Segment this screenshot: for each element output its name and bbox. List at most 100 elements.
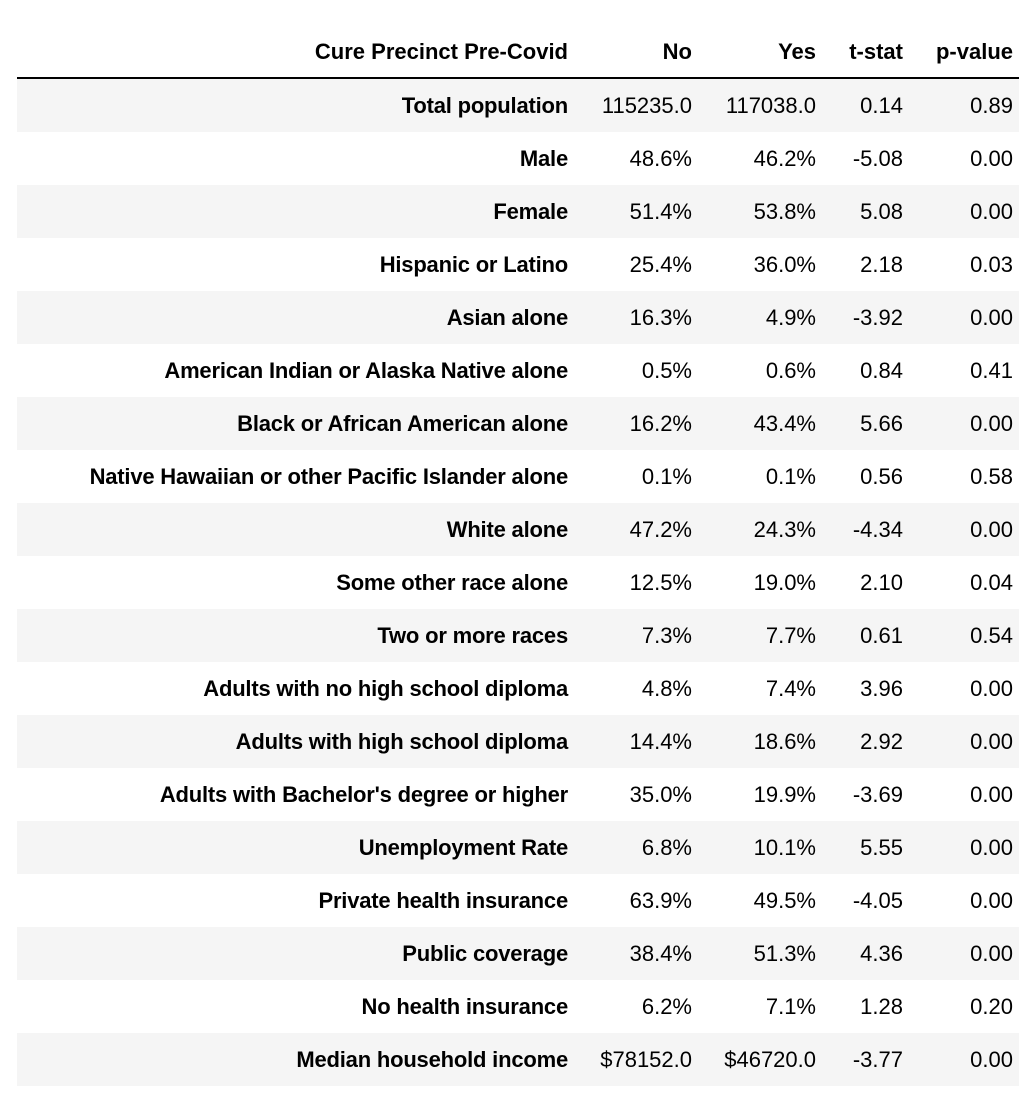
cell-yes: $46720.0 [724,1046,816,1072]
cell-yes: 0.1% [765,463,816,489]
cell-t-stat: -5.08 [852,145,903,171]
table-row: Private health insurance 63.9% 49.5% -4.05 0… [17,874,1019,927]
table-row: Adults with Bachelor's degree or higher 3… [17,768,1019,821]
row-label: Median household income [296,1046,568,1072]
cell-p-value: 0.00 [970,1046,1013,1072]
cell-t-stat: 3.96 [860,675,903,701]
cell-t-stat: -3.77 [852,1046,903,1072]
cell-t-stat: 5.08 [860,198,903,224]
row-label: Black or African American alone [237,410,568,436]
cell-t-stat: 0.56 [860,463,903,489]
cell-yes: 24.3% [753,516,816,542]
cell-p-value: 0.00 [970,940,1013,966]
cell-yes: 43.4% [753,410,816,436]
table-row: Male 48.6% 46.2% -5.08 0.00 [17,132,1019,185]
cell-yes: 36.0% [753,251,816,277]
cell-no: 16.3% [629,304,692,330]
cell-p-value: 0.89 [970,92,1013,118]
header-p-value-column: p-value [909,26,1019,79]
cell-t-stat: -3.92 [852,304,903,330]
cell-p-value: 0.00 [970,781,1013,807]
cell-no: 7.3% [641,622,692,648]
cell-t-stat: 2.18 [860,251,903,277]
cell-no: 14.4% [629,728,692,754]
row-label: Native Hawaiian or other Pacific Islande… [89,463,569,489]
stats-table: Cure Precinct Pre-Covid No Yes t-stat p-… [17,26,1019,1086]
cell-no: $78152.0 [600,1046,692,1072]
table-row: Asian alone 16.3% 4.9% -3.92 0.00 [17,291,1019,344]
table-row: Female 51.4% 53.8% 5.08 0.00 [17,185,1019,238]
header-row: Cure Precinct Pre-Covid No Yes t-stat p-… [17,26,1019,79]
cell-no: 16.2% [629,410,692,436]
cell-yes: 4.9% [765,304,816,330]
table-row: Hispanic or Latino 25.4% 36.0% 2.18 0.03 [17,238,1019,291]
cell-t-stat: -4.34 [852,516,903,542]
cell-yes: 10.1% [753,834,816,860]
header-yes-column: Yes [698,26,822,79]
cell-t-stat: 2.10 [860,569,903,595]
table-row: Total population 115235.0 117038.0 0.14 0.89 [17,78,1019,132]
table-row: White alone 47.2% 24.3% -4.34 0.00 [17,503,1019,556]
row-label: White alone [446,516,568,542]
header-no-column: No [574,26,698,79]
table-row: Unemployment Rate 6.8% 10.1% 5.55 0.00 [17,821,1019,874]
cell-t-stat: 0.61 [860,622,903,648]
cell-p-value: 0.00 [970,410,1013,436]
cell-yes: 0.6% [765,357,816,383]
cell-yes: 19.0% [753,569,816,595]
cell-no: 51.4% [629,198,692,224]
row-label: Total population [401,92,568,118]
cell-p-value: 0.00 [970,728,1013,754]
table-row: Some other race alone 12.5% 19.0% 2.10 0.04 [17,556,1019,609]
cell-no: 0.5% [641,357,692,383]
cell-p-value: 0.00 [970,834,1013,860]
cell-t-stat: -4.05 [852,887,903,913]
cell-yes: 7.1% [765,993,816,1019]
cell-p-value: 0.20 [970,993,1013,1019]
row-label: No health insurance [361,993,569,1019]
header-t-stat-column: t-stat [822,26,909,79]
cell-p-value: 0.41 [970,357,1013,383]
row-label: Some other race alone [336,569,568,595]
cell-no: 4.8% [641,675,692,701]
row-label: Male [519,145,568,171]
table-row: Native Hawaiian or other Pacific Islande… [17,450,1019,503]
cell-no: 47.2% [629,516,692,542]
cell-yes: 7.7% [765,622,816,648]
cell-p-value: 0.03 [970,251,1013,277]
cell-p-value: 0.54 [970,622,1013,648]
table-row: Adults with no high school diploma 4.8% 7.… [17,662,1019,715]
cell-yes: 51.3% [753,940,816,966]
cell-t-stat: 0.84 [860,357,903,383]
cell-t-stat: -3.69 [852,781,903,807]
header-label-column: Cure Precinct Pre-Covid [17,26,574,79]
cell-no: 115235.0 [601,92,692,118]
row-label: Adults with no high school diploma [203,675,568,701]
row-label: Unemployment Rate [358,834,569,860]
cell-t-stat: 1.28 [860,993,903,1019]
cell-yes: 18.6% [753,728,816,754]
cell-no: 6.8% [641,834,692,860]
cell-p-value: 0.58 [970,463,1013,489]
cell-yes: 53.8% [753,198,816,224]
table-row: American Indian or Alaska Native alone 0.… [17,344,1019,397]
row-label: Adults with Bachelor's degree or higher [159,781,568,807]
table-row: Median household income $78152.0 $46720.0 -… [17,1033,1019,1086]
row-label: Adults with high school diploma [235,728,569,754]
row-label: Asian alone [446,304,568,330]
row-label: Private health insurance [318,887,568,913]
cell-yes: 46.2% [753,145,816,171]
cell-p-value: 0.00 [970,887,1013,913]
cell-t-stat: 4.36 [860,940,903,966]
table-body: Total population 115235.0 117038.0 0.14 0.89… [17,78,1019,1086]
cell-yes: 49.5% [753,887,816,913]
cell-no: 0.1% [641,463,692,489]
table-header: Cure Precinct Pre-Covid No Yes t-stat p-… [17,26,1019,79]
cell-t-stat: 2.92 [860,728,903,754]
row-label: Female [493,198,568,224]
cell-p-value: 0.00 [970,198,1013,224]
cell-no: 6.2% [641,993,692,1019]
cell-no: 63.9% [629,887,692,913]
cell-p-value: 0.00 [970,675,1013,701]
table-row: Adults with high school diploma 14.4% 18.6… [17,715,1019,768]
